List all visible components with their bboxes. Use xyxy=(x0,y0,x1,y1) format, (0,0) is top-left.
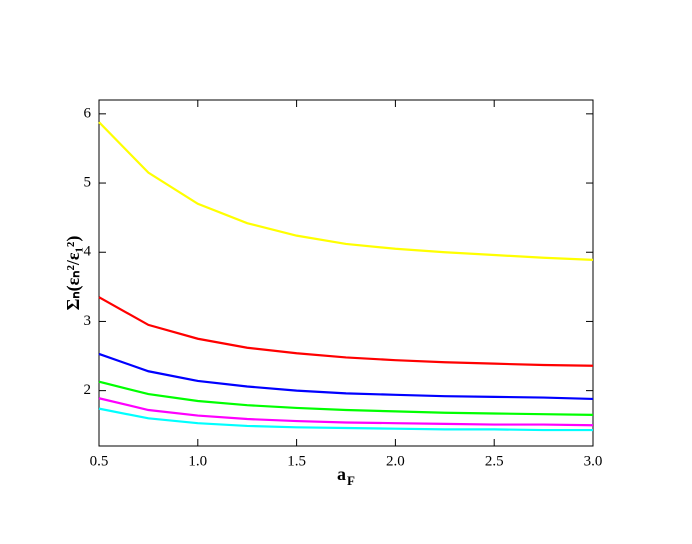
line-series xyxy=(98,121,594,261)
line-series xyxy=(98,352,594,401)
line-series xyxy=(98,296,594,367)
line-series xyxy=(98,397,594,427)
y-tick-label: 5 xyxy=(84,174,92,190)
x-tick-label: 1.0 xyxy=(188,453,207,469)
plot-frame xyxy=(98,99,594,447)
y-tick-label: 2 xyxy=(84,382,92,398)
line-series xyxy=(98,407,593,432)
x-tick-label: 1.5 xyxy=(287,453,306,469)
x-tick-label: 3.0 xyxy=(584,453,603,469)
y-tick-label: 4 xyxy=(84,244,92,260)
x-tick-label: 0.5 xyxy=(90,453,109,469)
x-tick-label: 2.5 xyxy=(485,453,504,469)
y-axis-label: Σₙ(εₙ²/ε₁²) xyxy=(63,236,84,311)
x-axis-label-sub: F xyxy=(347,473,355,488)
x-tick-label: 2.0 xyxy=(386,453,405,469)
y-tick-label: 6 xyxy=(84,105,92,121)
y-tick-label: 3 xyxy=(84,313,92,329)
line-series xyxy=(98,380,594,416)
x-axis-label: a xyxy=(337,464,346,484)
